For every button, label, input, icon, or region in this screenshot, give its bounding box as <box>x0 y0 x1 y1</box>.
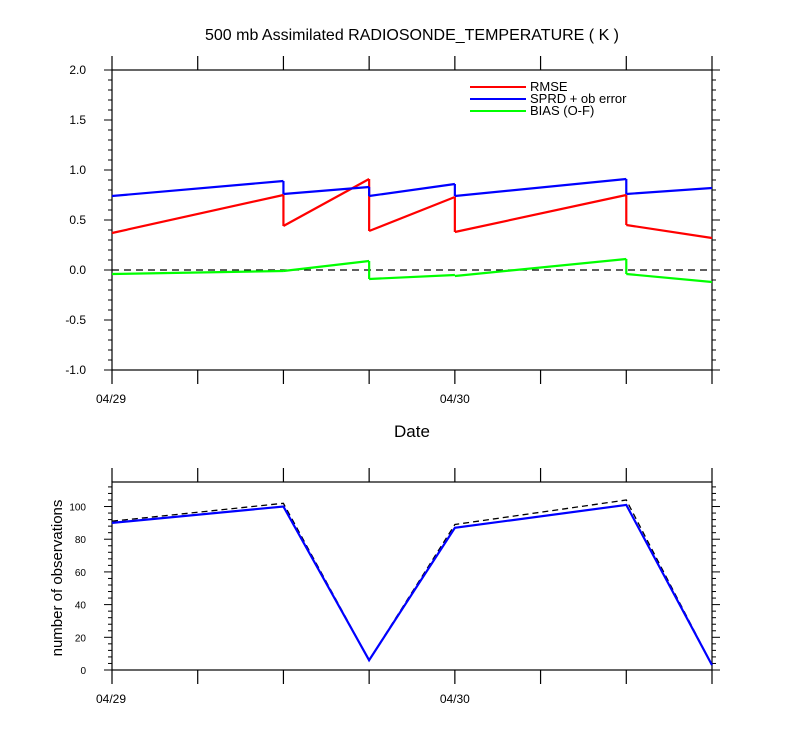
top-series-0-line <box>368 195 456 233</box>
bottom-y-tick-label: 100 <box>69 503 86 514</box>
legend-label-1: SPRD + ob error <box>530 91 627 106</box>
top-y-tick-label: 0.5 <box>69 213 86 227</box>
bottom-y-tick-label: 0 <box>80 666 86 677</box>
top-series-2-line <box>369 273 455 281</box>
top-series-2-line <box>111 269 284 276</box>
top-series-2-line <box>454 257 627 278</box>
top-series-1-line <box>283 185 370 196</box>
top-y-tick-label: -1.0 <box>65 363 86 377</box>
bottom-y-tick-label: 20 <box>75 633 87 644</box>
top-y-tick-label: 1.0 <box>69 163 86 177</box>
bottom-y-tick-label: 80 <box>75 535 87 546</box>
top-series-1-line <box>368 182 456 198</box>
top-y-tick-label: -0.5 <box>65 313 86 327</box>
top-series-0-line <box>626 223 713 240</box>
top-series-1-line <box>454 177 627 198</box>
bottom-x-tick-label: 04/30 <box>440 692 470 706</box>
legend-label-2: BIAS (O-F) <box>530 103 594 118</box>
top-y-tick-label: 0.0 <box>69 263 86 277</box>
top-series-2-line <box>626 272 713 284</box>
bottom-chart-ylabel: number of observations <box>49 500 66 657</box>
top-y-tick-label: 2.0 <box>69 63 86 77</box>
top-x-tick-label: 04/29 <box>96 392 126 406</box>
top-series-0-line <box>454 193 627 234</box>
bottom-y-tick-label: 40 <box>75 601 87 612</box>
bottom-plot-frame <box>111 481 713 671</box>
top-plot-area: -1.0 -0.5 0.0 0.5 1.0 1.5 2.0 04/29 04/30 RMSESPR… <box>65 56 720 406</box>
bottom-series-1-line <box>111 503 713 666</box>
top-series-0-line <box>111 193 284 235</box>
top-series-1-line <box>111 179 284 198</box>
top-series-2-line <box>283 259 370 273</box>
bottom-plot-area: 0 20 40 60 80 100 04/29 04/30 <box>69 468 720 706</box>
top-series-1-line <box>626 186 713 196</box>
bottom-y-tick-label: 60 <box>75 568 87 579</box>
top-series-0-line <box>282 178 370 227</box>
bottom-series-0-line <box>111 499 713 666</box>
top-chart-title: 500 mb Assimilated RADIOSONDE_TEMPERATUR… <box>205 27 619 44</box>
top-plot-frame <box>111 69 713 371</box>
bottom-x-tick-label: 04/29 <box>96 692 126 706</box>
top-x-tick-label: 04/30 <box>440 392 470 406</box>
top-y-tick-label: 1.5 <box>69 113 86 127</box>
top-chart-xlabel: Date <box>394 422 430 441</box>
legend-label-0: RMSE <box>530 79 568 94</box>
